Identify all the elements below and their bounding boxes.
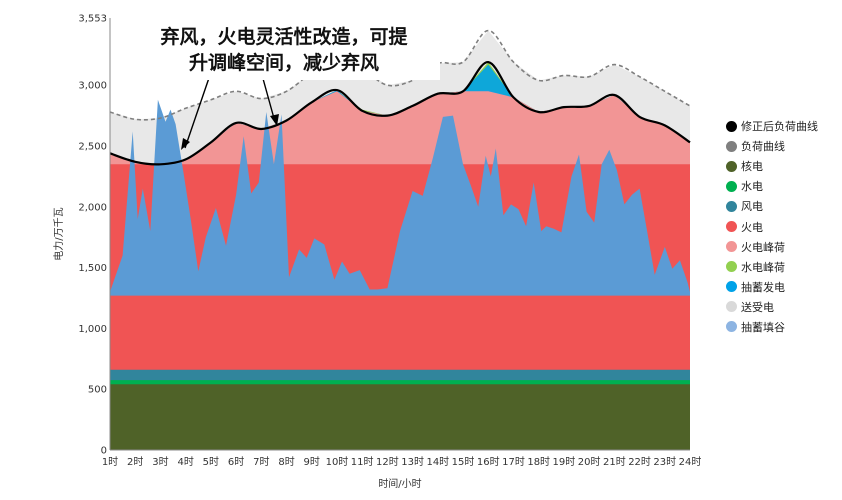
legend-label: 火电 — [741, 220, 763, 234]
legend-marker-icon — [726, 321, 737, 333]
y-tick-label: 3,000 — [78, 81, 107, 92]
legend-item[interactable]: 送受电 — [726, 297, 818, 317]
legend-item[interactable]: 风电 — [726, 196, 818, 216]
legend-label: 负荷曲线 — [741, 140, 785, 154]
x-tick-label: 17时 — [502, 456, 525, 468]
y-tick-label: 1,500 — [78, 263, 107, 274]
y-tick-label: 500 — [88, 385, 107, 396]
y-tick-label: 3,553 — [78, 14, 107, 25]
legend-item[interactable]: 抽蓄发电 — [726, 277, 818, 297]
chart-legend: 修正后负荷曲线 负荷曲线核电水电风电火电火电峰荷水电峰荷抽蓄发电送受电抽蓄填谷 — [726, 116, 818, 337]
legend-item[interactable]: 抽蓄填谷 — [726, 317, 818, 337]
x-tick-label: 21时 — [603, 456, 626, 468]
x-tick-label: 23时 — [653, 456, 676, 468]
legend-label: 水电峰荷 — [741, 260, 785, 274]
x-tick-label: 15时 — [452, 456, 475, 468]
x-tick-label: 18时 — [527, 456, 550, 468]
legend-label: 修正后负荷曲线 — [741, 120, 818, 134]
legend-label: 核电 — [741, 160, 763, 174]
legend-marker-icon — [726, 200, 737, 212]
legend-label: 抽蓄填谷 — [741, 320, 785, 334]
x-tick-label: 11时 — [351, 456, 374, 468]
x-tick-label: 16时 — [477, 456, 500, 468]
legend-item[interactable]: 负荷曲线 — [726, 136, 818, 156]
area-抽蓄填谷 — [110, 99, 690, 296]
legend-marker-icon — [726, 221, 737, 233]
x-tick-label: 8时 — [278, 456, 294, 468]
x-tick-label: 4时 — [177, 456, 193, 468]
area-核电 — [110, 384, 690, 450]
legend-label: 水电 — [741, 180, 763, 194]
legend-item[interactable]: 水电峰荷 — [726, 257, 818, 277]
legend-item[interactable]: 火电峰荷 — [726, 237, 818, 257]
annotation-line-2: 升调峰空间，减少弃风 — [188, 52, 379, 74]
x-tick-label: 19时 — [553, 456, 576, 468]
legend-item[interactable]: 核电 — [726, 156, 818, 176]
legend-item[interactable]: 修正后负荷曲线 — [726, 116, 818, 136]
legend-marker-icon — [726, 281, 737, 293]
annotation-arrowhead-1 — [181, 138, 190, 150]
y-tick-label: 1,000 — [78, 324, 107, 335]
legend-label: 抽蓄发电 — [741, 280, 785, 294]
x-tick-label: 22时 — [628, 456, 651, 468]
annotation-arrowhead-2 — [270, 114, 279, 126]
annotation-arrow-1 — [184, 74, 211, 149]
legend-marker-icon — [726, 120, 737, 132]
line-负荷曲线 — [109, 29, 691, 121]
line-修正后负荷曲线 — [109, 61, 691, 166]
chart-annotation: 弃风，火电灵活性改造，可提 升调峰空间，减少弃风 — [128, 24, 440, 80]
x-tick-label: 3时 — [152, 456, 168, 468]
legend-marker-icon — [726, 180, 737, 192]
x-tick-label: 6时 — [228, 456, 244, 468]
x-tick-label: 7时 — [253, 456, 269, 468]
annotation-line-1: 弃风，火电灵活性改造，可提 — [160, 26, 408, 48]
legend-marker-icon — [726, 261, 737, 273]
x-tick-label: 14时 — [426, 456, 449, 468]
x-tick-label: 1时 — [102, 456, 118, 468]
y-tick-label: 2,500 — [78, 142, 107, 153]
y-tick-label: 0 — [101, 446, 107, 457]
legend-item[interactable]: 水电 — [726, 176, 818, 196]
x-tick-label: 12时 — [376, 456, 399, 468]
x-axis-title: 时间/小时 — [378, 477, 421, 490]
x-tick-label: 9时 — [304, 456, 320, 468]
x-tick-label: 10时 — [326, 456, 349, 468]
legend-marker-icon — [726, 140, 737, 152]
legend-label: 风电 — [741, 200, 763, 214]
x-tick-label: 13时 — [401, 456, 424, 468]
x-tick-label: 5时 — [203, 456, 219, 468]
y-tick-label: 2,000 — [78, 202, 107, 213]
y-axis-title: 电力/万千瓦 — [52, 207, 65, 260]
annotation-arrow-2 — [261, 74, 276, 123]
legend-marker-icon — [726, 241, 737, 253]
legend-marker-icon — [726, 160, 737, 172]
legend-label: 火电峰荷 — [741, 240, 785, 254]
x-tick-label: 24时 — [679, 456, 702, 468]
legend-marker-icon — [726, 301, 737, 313]
legend-item[interactable]: 火电 — [726, 216, 818, 236]
legend-label: 送受电 — [741, 300, 774, 314]
x-tick-label: 2时 — [127, 456, 143, 468]
x-tick-label: 20时 — [578, 456, 601, 468]
